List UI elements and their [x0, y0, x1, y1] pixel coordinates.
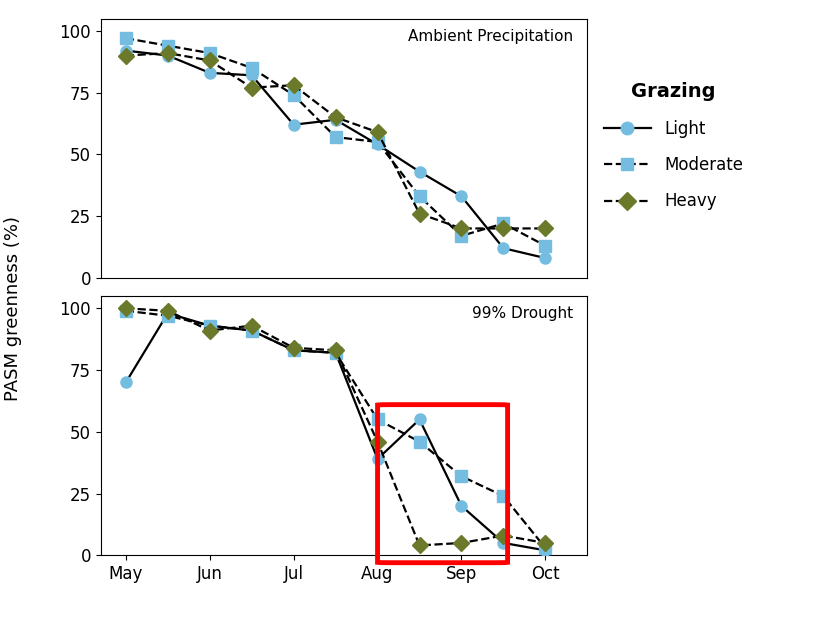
- Text: 99% Drought: 99% Drought: [472, 307, 573, 321]
- Text: PASM greenness (%): PASM greenness (%): [3, 216, 22, 401]
- Legend: Light, Moderate, Heavy: Light, Moderate, Heavy: [604, 83, 743, 210]
- Text: Ambient Precipitation: Ambient Precipitation: [408, 29, 573, 44]
